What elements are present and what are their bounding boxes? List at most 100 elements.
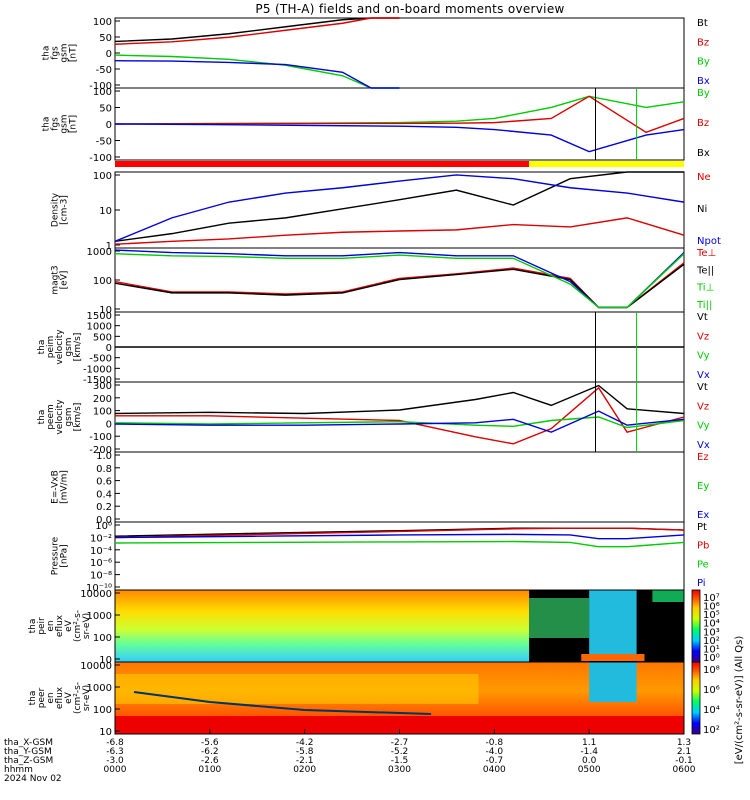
y-tick-label: 0 [106, 120, 112, 131]
y-tick-label: 10000 [80, 661, 112, 672]
colorbar-tick: 10⁸ [703, 665, 720, 676]
series-Pi [114, 533, 685, 540]
y-tick-label: -100 [89, 432, 112, 443]
y-tick-label: 300 [93, 381, 112, 392]
peer-spectrogram-band [115, 674, 479, 704]
series-Te|| [114, 263, 685, 309]
y-tick-label: -100 [89, 81, 112, 92]
y-tick-label: 1000 [87, 683, 112, 694]
legend-temp: Ti|| [696, 300, 712, 311]
series-Npot [114, 174, 685, 242]
ephemeris-value: -6.2 [201, 747, 219, 757]
y-tick-label: -200 [89, 445, 112, 456]
ephemeris-value: -1.5 [391, 756, 409, 766]
colorbar-peir [691, 589, 701, 663]
peer-spectrogram-gap [589, 662, 637, 702]
y-tick-label: 1000 [87, 322, 112, 333]
y-tick-label: 100 [93, 633, 112, 644]
y-axis-label: [cm-3] [60, 195, 70, 225]
ephemeris-value: -5.6 [201, 738, 219, 748]
ephemeris-value: -1.4 [580, 747, 598, 757]
legend-density: Ne [697, 172, 711, 183]
y-tick-label: 1.0 [96, 451, 112, 462]
y-tick-label: 10⁻⁸ [90, 571, 112, 582]
ephemeris-label: hhmm [4, 765, 33, 775]
series-Bt [114, 17, 400, 43]
legend-fgs: Bt [697, 18, 708, 29]
y-axis-label: [km/s] [73, 333, 83, 362]
series-Vy [114, 416, 685, 429]
y-axis-label: en [46, 692, 56, 703]
colorbar-tick: 10⁴ [703, 705, 720, 716]
colorbar-tick: 10² [703, 636, 720, 647]
y-tick-label: 100 [93, 276, 112, 287]
y-tick-label: -1000 [83, 364, 112, 375]
colorbar-peer [691, 661, 701, 735]
ephemeris-value: -2.7 [391, 738, 409, 748]
ephemeris-label: tha_X-GSM [4, 738, 53, 748]
y-tick-label: 100 [93, 171, 112, 182]
series-By [114, 54, 400, 89]
y-tick-label: -500 [89, 354, 112, 365]
ephemeris-value: 0300 [388, 765, 411, 775]
ephemeris-value: -5.2 [391, 747, 409, 757]
legend-efield: Ey [697, 481, 709, 492]
legend-fgs: By [697, 57, 710, 68]
legend-fgs_dsl: By [697, 88, 710, 99]
y-tick-label: 10 [99, 305, 112, 316]
series-Ne [114, 217, 685, 245]
ephemeris-value: 0400 [483, 765, 506, 775]
ephemeris-value: 1.1 [582, 738, 596, 748]
series-Ni [114, 171, 684, 243]
panel-frame-fgs [114, 17, 685, 89]
series-Pe [114, 540, 685, 548]
y-axis-label: peem [46, 404, 56, 430]
series-Bz [114, 95, 685, 134]
y-tick-label: 1000 [87, 611, 112, 622]
y-tick-label: 10⁻⁶ [90, 558, 112, 569]
y-tick-label: -50 [96, 65, 112, 76]
y-tick-label: 10 [99, 206, 112, 217]
colorbar-tick: 10⁰ [703, 653, 720, 664]
legend-pressure: Pi [697, 578, 706, 589]
colorbar-tick: 10⁴ [703, 619, 720, 630]
y-tick-label: 10⁻² [90, 533, 112, 544]
series-Pb [114, 527, 685, 539]
colorbar-tick: 10² [703, 725, 720, 736]
peir-spectrogram-patch [529, 598, 590, 638]
y-axis-label: sr-eV) [82, 685, 92, 711]
y-tick-label: 10 [99, 727, 112, 738]
y-tick-label: 500 [93, 332, 112, 343]
y-axis-label: Density [51, 192, 61, 227]
legend-temp: Te⊥ [696, 248, 716, 259]
y-axis-label: gsm [60, 114, 70, 133]
peer-spectrogram-line [133, 691, 432, 715]
series-Bx [114, 123, 685, 153]
y-axis-label: eflux [55, 614, 65, 637]
series-Ti|| [114, 253, 685, 309]
y-axis-label: tha [42, 46, 52, 61]
legend-peim: Vx [697, 370, 710, 381]
y-axis-label: magt3 [51, 265, 61, 294]
legend-fgs_dsl: Bx [697, 148, 710, 159]
y-tick-label: 50 [99, 104, 112, 115]
ephemeris-value: -5.8 [296, 747, 314, 757]
y-axis-label: gsm [64, 407, 74, 426]
colorbar-tick: 10¹ [703, 644, 720, 655]
legend-peim: Vz [697, 331, 709, 342]
y-tick-label: 10⁰ [95, 521, 112, 532]
peir-spectrogram-band [589, 590, 637, 654]
y-tick-label: 0.4 [96, 489, 112, 500]
ephemeris-value: -0.7 [486, 756, 504, 766]
y-tick-label: 10⁻⁴ [90, 546, 112, 557]
colorbar-tick: 10³ [703, 627, 720, 638]
y-axis-label: tha [37, 410, 47, 425]
ephemeris-label: tha_Z-GSM [4, 756, 53, 766]
y-axis-label: velocity [55, 329, 65, 365]
y-tick-label: 0 [106, 419, 112, 430]
y-axis-label: Pressure [51, 536, 61, 575]
y-axis-label: [nT] [69, 115, 79, 133]
y-tick-label: 0 [106, 343, 112, 354]
legend-temp: Te|| [696, 265, 714, 276]
